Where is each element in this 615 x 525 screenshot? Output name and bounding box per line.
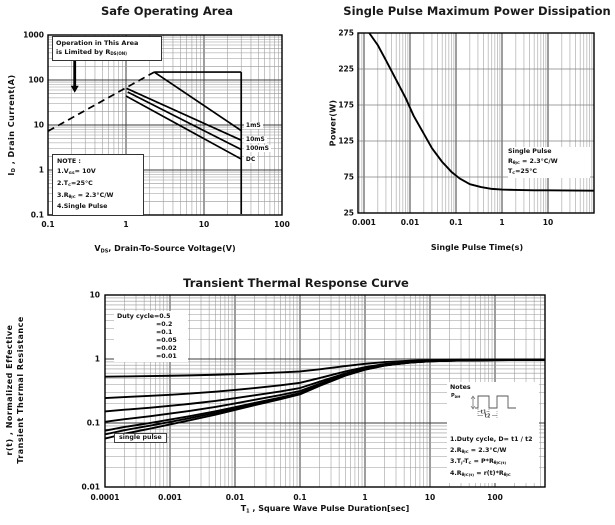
svg-text:100: 100: [28, 76, 44, 85]
duty-cycle-legend: Duty cycle=0.5 =0.2 =0.1 =0.05 =0.02 =0.01: [114, 311, 188, 363]
svg-text:275: 275: [338, 29, 354, 38]
svg-text:0.01: 0.01: [81, 483, 100, 492]
soa-curve-label-100ms: 100mS: [243, 144, 271, 152]
soa-arrow: [70, 59, 79, 93]
svg-text:100: 100: [274, 220, 290, 229]
svg-text:1: 1: [123, 220, 128, 229]
soa-curve-label-dc: DC: [243, 155, 258, 163]
soa-series-pulse_100ms: [127, 91, 242, 151]
svg-text:225: 225: [338, 65, 354, 74]
soa-operation-area-note-line1: Operation in This Area: [56, 39, 139, 47]
soa-series-rdson_limit: [47, 71, 155, 132]
thermal-notes: Notes PDM t1 t2 1.Duty cycle, D= t1 / t2…: [447, 382, 539, 483]
soa-conditions-note-item-3: 3.RθJC = 2.3°C/W: [57, 191, 114, 199]
svg-text:100: 100: [487, 493, 503, 502]
power-series-max_power: [368, 32, 595, 192]
power-x-axis-label: Single Pulse Time(s): [430, 243, 524, 252]
thermal-series-single-pulse: [104, 358, 545, 440]
svg-text:175: 175: [338, 101, 354, 110]
thermal-y-axis-label-line1: r(t) , Normalized Effective: [5, 324, 14, 456]
thermal-series: [104, 358, 545, 440]
pulse-waveform-icon: t1 t2: [470, 395, 516, 419]
duty-cycle-legend-line-1: Duty cycle=0.5: [117, 313, 171, 320]
svg-text:1: 1: [499, 218, 504, 227]
soa-y-axis-label: ID , Drain Current(A): [6, 74, 18, 176]
thermal-chart-title: Transient Thermal Response Curve: [183, 276, 409, 290]
svg-text:0.1: 0.1: [31, 211, 44, 220]
power-conditions-note-line3: TC=25°C: [508, 168, 537, 176]
soa-curve-label-10ms: 10mS: [243, 135, 267, 143]
svg-text:1: 1: [39, 166, 44, 175]
soa-chart-title: Safe Operating Area: [100, 4, 234, 18]
svg-text:0.1: 0.1: [293, 493, 306, 502]
soa-curve-label-1ms: 1mS: [243, 121, 263, 129]
soa-series-pulse_1ms: [153, 71, 242, 132]
svg-text:10: 10: [90, 291, 100, 300]
duty-cycle-legend-line-3: =0.1: [156, 328, 173, 336]
power-tick-labels: 0.001 0.01 0.1 1 10 25 75 125 175 225 275: [338, 29, 553, 227]
single-pulse-curve-label: single pulse: [114, 433, 167, 443]
duty-cycle-legend-line-2: =0.2: [156, 320, 173, 328]
svg-text:0.1: 0.1: [41, 220, 54, 229]
soa-tick-labels: 0.1 1 10 100 0.1 1 10 100 1000: [23, 31, 290, 229]
svg-text:10: 10: [425, 493, 435, 502]
svg-text:0.01: 0.01: [226, 493, 245, 502]
svg-text:1: 1: [362, 493, 367, 502]
thermal-tick-labels: 0.0001 0.001 0.01 0.1 1 10 100 0.01 0.1 1 10: [81, 291, 502, 502]
thermal-notes-item-2: 2.RθJC = 2.3°C/W: [450, 446, 507, 454]
power-conditions-note: Single Pulse RθJC = 2.3°C/W TC=25°C: [508, 147, 590, 178]
thermal-y-axis-label: r(t) , Normalized Effective Transient Th…: [4, 316, 26, 464]
t2-label: t2: [485, 414, 491, 419]
t1-label: t1: [481, 410, 487, 416]
thermal-notes-items: 1.Duty cycle, D= t1 / t2 2.RθJC = 2.3°C/W…: [450, 435, 533, 481]
svg-text:10: 10: [199, 220, 209, 229]
svg-text:10: 10: [34, 121, 44, 130]
soa-series-dc: [125, 95, 242, 160]
svg-text:0.0001: 0.0001: [91, 493, 120, 502]
soa-series-pulse_10ms: [126, 87, 242, 141]
svg-text:0.01: 0.01: [401, 218, 420, 227]
soa-conditions-note-item-4: 4.Single Pulse: [57, 203, 108, 211]
thermal-y-axis-label-line2: Transient Thermal Resistance: [16, 316, 25, 464]
duty-cycle-legend-line-5: =0.02: [156, 344, 177, 352]
svg-text:1: 1: [95, 355, 100, 364]
pdm-label: PDM: [451, 393, 461, 399]
power-conditions-note-line2: RθJC = 2.3°C/W: [508, 157, 558, 165]
power-series: [368, 32, 595, 192]
soa-conditions-note: NOTE : 1.VGS= 10V 2.TC=25°C 3.RθJC = 2.3°C…: [52, 154, 144, 216]
svg-text:0.001: 0.001: [158, 493, 182, 502]
soa-operation-area-note: Operation in This Area is Limited by RDS…: [52, 36, 162, 62]
power-grid: [357, 32, 595, 214]
power-chart-title: Single Pulse Maximum Power Dissipation: [343, 4, 611, 18]
svg-text:75: 75: [344, 173, 354, 182]
soa-conditions-note-items: 1.VGS= 10V 2.TC=25°C 3.RθJC = 2.3°C/W 4.Sin…: [57, 167, 139, 212]
power-conditions-note-line1: Single Pulse: [508, 148, 552, 155]
soa-conditions-note-title: NOTE :: [57, 158, 81, 165]
soa-grid: [47, 34, 283, 216]
thermal-notes-title: Notes: [450, 384, 471, 391]
power-y-axis-label: Power(W): [328, 99, 338, 147]
duty-cycle-legend-line-4: =0.05: [156, 336, 177, 344]
thermal-notes-item-3: 3.TJ-TC = P*RθJC(t): [450, 458, 507, 466]
thermal-notes-item-1: 1.Duty cycle, D= t1 / t2: [450, 436, 533, 443]
thermal-x-axis-label: T1 , Square Wave Pulse Duration[sec]: [240, 504, 410, 515]
soa-conditions-note-item-1: 1.VGS= 10V: [57, 168, 96, 176]
svg-text:25: 25: [344, 209, 354, 218]
soa-x-axis-label: VDS, Drain-To-Source Voltage(V): [94, 244, 236, 255]
svg-text:10: 10: [543, 218, 553, 227]
soa-operation-area-note-line2: is Limited by RDS(ON): [56, 48, 127, 57]
svg-text:1000: 1000: [23, 31, 44, 40]
svg-text:0.001: 0.001: [352, 218, 376, 227]
thermal-notes-item-4: 4.RθJC(t) = r(t)*RθJC: [450, 470, 511, 478]
soa-conditions-note-item-2: 2.TC=25°C: [57, 179, 93, 188]
svg-text:0.1: 0.1: [87, 419, 100, 428]
soa-series: [47, 71, 243, 215]
svg-text:125: 125: [338, 137, 354, 146]
svg-text:0.1: 0.1: [449, 218, 462, 227]
duty-cycle-legend-line-6: =0.01: [156, 352, 177, 360]
